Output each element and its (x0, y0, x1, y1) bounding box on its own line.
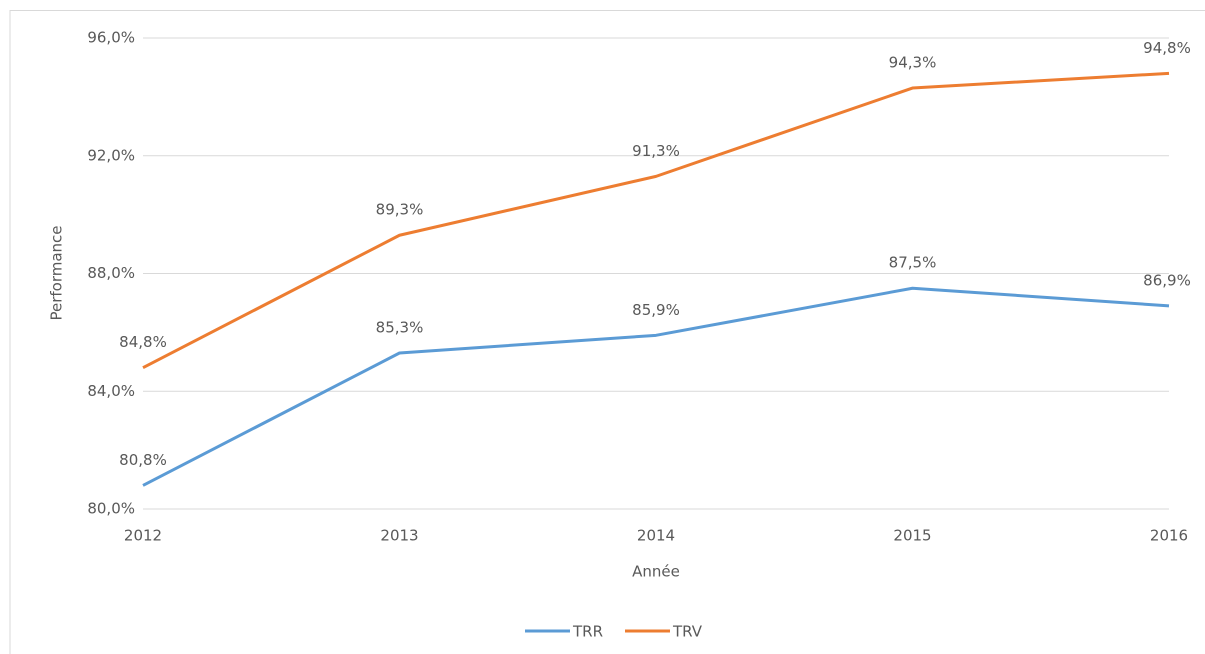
series-line (142, 286, 1170, 487)
x-tick-label: 2014 (637, 527, 675, 545)
x-tick-label: 2015 (893, 527, 931, 545)
series-line (142, 71, 1170, 370)
data-label: 80,8% (119, 451, 167, 469)
data-label: 94,8% (1143, 39, 1191, 57)
y-tick-label: 92,0% (87, 146, 135, 164)
y-tick-label: 84,0% (87, 382, 135, 400)
x-axis-title: Année (632, 563, 680, 581)
x-tick-label: 2016 (1150, 527, 1188, 545)
x-tick-label: 2013 (380, 527, 418, 545)
legend-label: TRR (572, 623, 603, 641)
data-label: 87,5% (889, 254, 937, 272)
data-label: 89,3% (376, 201, 424, 219)
data-label: 86,9% (1143, 271, 1191, 289)
y-axis-title: Performance (48, 225, 66, 320)
data-label: 85,3% (376, 318, 424, 336)
y-tick-label: 96,0% (87, 29, 135, 47)
y-tick-label: 88,0% (87, 264, 135, 282)
data-label: 94,3% (889, 54, 937, 72)
data-label: 85,9% (632, 301, 680, 319)
chart-frame (9, 10, 1205, 654)
x-tick-label: 2012 (124, 527, 162, 545)
data-label: 84,8% (119, 333, 167, 351)
data-label: 91,3% (632, 142, 680, 160)
legend-label: TRV (672, 623, 703, 641)
y-tick-label: 80,0% (87, 500, 135, 518)
